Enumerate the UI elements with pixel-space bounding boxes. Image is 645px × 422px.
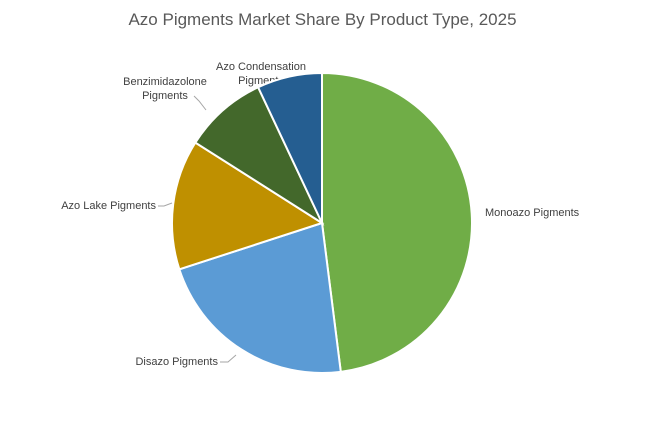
leader-line <box>158 202 173 207</box>
leader-line <box>193 95 207 111</box>
pie-slice <box>193 85 325 226</box>
slice-label: Azo Lake Pigments <box>61 200 156 212</box>
pie-slice <box>171 141 325 271</box>
pie-slice <box>178 221 342 374</box>
pie-slice <box>321 71 473 373</box>
chart-title: Azo Pigments Market Share By Product Typ… <box>128 10 517 29</box>
slice-label: Benzimidazolone Pigments <box>123 76 207 102</box>
pie-slice <box>256 71 323 224</box>
slice-label: Monoazo Pigments <box>485 207 580 219</box>
slice-label: Disazo Pigments <box>135 356 218 368</box>
leader-line <box>220 354 237 363</box>
